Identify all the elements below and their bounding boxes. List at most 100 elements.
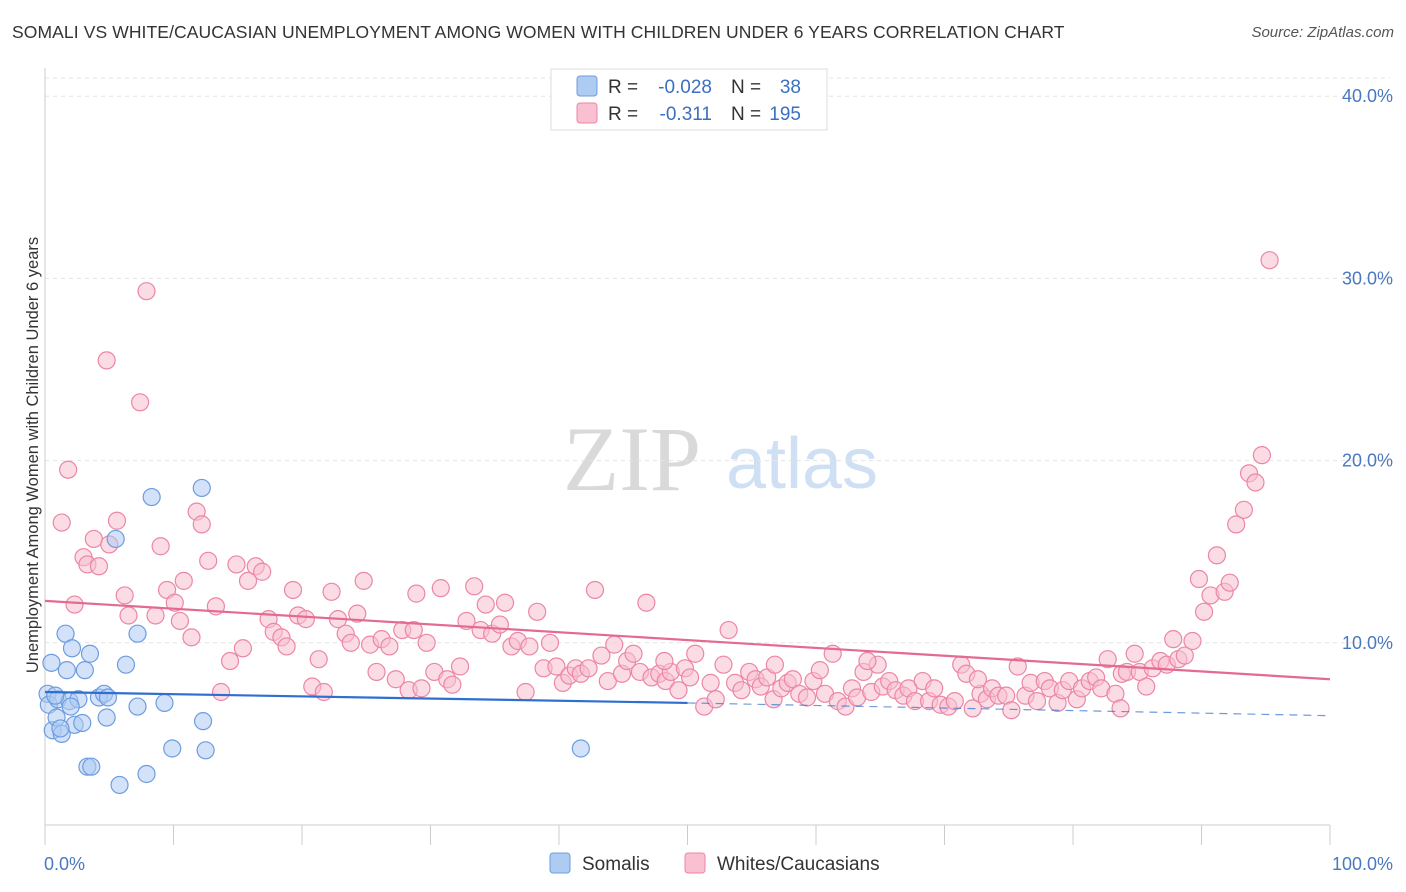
white-point-57 [417,633,436,652]
white-point-73 [520,637,539,656]
white-point-52 [386,670,405,689]
somali-point-31 [192,478,211,498]
bottom-legend-label-somalis: Somalis [582,854,650,875]
white-point-22 [192,515,211,534]
legend-r-value-somalis: -0.028 [658,77,712,98]
white-point-96 [669,681,688,700]
white-point-72 [516,682,535,702]
white-point-64 [465,577,484,596]
white-point-61 [443,675,462,694]
white-point-62 [450,657,470,676]
white-point-17 [165,593,184,612]
bottom-legend-swatch-whites [684,852,706,874]
white-point-63 [457,611,476,631]
white-caucasian-points [52,251,1279,720]
white-point-183 [1227,515,1246,534]
bottom-legend-swatch-somalis [549,852,571,874]
white-point-191 [858,651,877,671]
white-point-77 [547,657,566,676]
somali-point-21 [98,688,118,707]
white-point-56 [412,679,431,698]
white-point-15 [151,537,170,556]
somali-point-20 [97,708,116,727]
white-point-1 [59,460,78,479]
white-point-91 [637,593,656,612]
legend-n-value-whites: 195 [769,104,801,125]
white-point-6 [89,557,109,576]
somali-point-33 [196,741,215,760]
white-point-69 [495,593,515,612]
y-tick-label-10: 10.0% [1342,633,1393,653]
somali-points [38,478,590,795]
somali-point-34 [571,739,590,758]
watermark-zip: ZIP [563,408,701,510]
somali-point-32 [193,712,213,731]
somali-point-24 [116,655,136,674]
somali-trend-line-extension [687,702,1331,717]
white-point-136 [925,679,944,698]
white-point-186 [1246,473,1265,492]
white-point-25 [211,682,231,702]
somali-trend-line [44,690,688,705]
white-point-41 [314,682,333,702]
white-point-175 [1175,646,1194,665]
white-point-148 [1002,701,1021,720]
legend-swatch-whites [576,102,598,124]
correlation-legend: R = -0.028 N = 38 R = -0.311 N = 195 [550,68,828,131]
white-point-104 [719,620,738,640]
white-point-118 [810,661,829,680]
white-point-27 [227,555,246,574]
white-point-180 [1207,546,1227,565]
white-point-18 [170,611,190,631]
white-point-40 [309,650,328,669]
white-point-102 [706,690,725,709]
white-point-51 [380,637,399,656]
white-point-187 [1252,446,1271,465]
white-point-178 [1194,602,1214,621]
white-point-28 [233,639,252,658]
white-point-82 [579,659,598,678]
white-point-176 [1183,631,1202,651]
white-point-5 [84,529,103,549]
white-point-85 [598,671,617,691]
white-point-103 [714,655,733,674]
trend-lines [44,599,1331,717]
white-point-47 [354,571,373,590]
white-point-11 [119,606,138,625]
white-point-10 [115,586,134,605]
x-tick-label-max: 100.0% [1332,854,1393,874]
white-point-26 [220,651,240,671]
white-point-192 [765,655,784,674]
white-point-66 [476,595,495,614]
white-point-12 [130,393,150,412]
white-point-152 [1027,692,1047,711]
white-point-193 [655,651,674,671]
legend-n-label-whites: N = [731,104,761,125]
somali-point-13 [73,713,92,733]
white-point-83 [585,580,605,600]
white-point-189 [1111,699,1130,718]
white-trend-line [44,599,1331,681]
white-point-184 [1234,500,1254,519]
gridlines: 10.0% 20.0% 30.0% 40.0% [45,77,1393,653]
white-point-169 [1137,677,1156,696]
somali-point-8 [57,661,76,680]
somali-point-2 [42,653,61,672]
somali-point-26 [128,624,147,643]
white-point-31 [253,562,272,581]
somali-point-27 [137,764,156,784]
white-point-182 [1220,573,1239,592]
white-point-74 [528,602,547,621]
legend-n-value-somalis: 38 [780,77,801,98]
white-point-19 [174,571,193,590]
y-tick-label-40: 40.0% [1342,86,1393,106]
white-point-188 [1260,251,1279,270]
white-point-177 [1189,569,1209,589]
white-point-9 [107,511,127,530]
white-point-59 [431,579,450,598]
watermark-atlas: atlas [726,424,878,504]
axes: 0.0% 100.0% [44,68,1393,874]
white-point-20 [182,628,201,647]
somali-point-22 [106,529,125,549]
